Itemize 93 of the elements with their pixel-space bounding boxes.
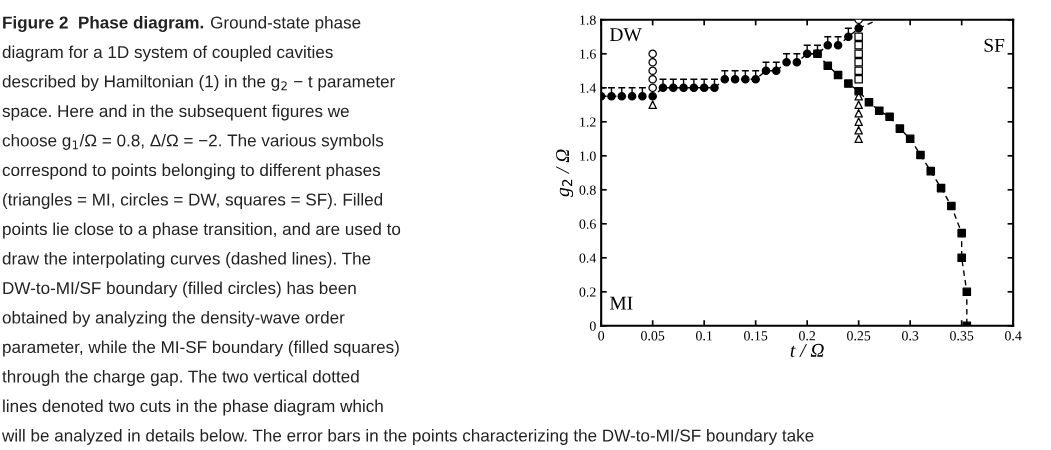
point [658,83,668,93]
point [833,41,843,50]
point [617,92,627,101]
point [926,166,936,176]
annotation: DW [609,28,642,42]
point [854,86,863,96]
text: points lie close to a phase transition, and are used to [3,222,401,239]
point [854,58,863,67]
text: correspond to points belonging to different phases [2,163,381,180]
text: will be analyzed in details below. The error bars in the points characterizing the DW-to-MI/SF boundary take [1,429,814,445]
text: Figure 2 Phase diagram. [3,16,204,32]
point [844,32,853,42]
y-tick-label: 1.0 [580,151,596,161]
point [699,83,709,93]
point [648,58,657,67]
point [751,75,760,84]
text: obtained by analyzing the density-wave order [2,311,345,327]
point [864,97,874,107]
point [885,112,894,121]
text: Ground-state phase [210,16,361,32]
point [761,66,771,76]
point [627,92,637,101]
point [648,75,657,84]
point [916,150,925,160]
point [895,124,905,133]
point [854,66,863,76]
text: described by Hamiltonian (1) in the g$_{2}$ − t parameter [2,74,395,91]
point [638,92,647,101]
point [854,100,863,110]
point [802,49,812,59]
point [648,49,657,59]
point [679,83,688,93]
y-axis-title: g$_{2}$ / Ω [556,149,574,197]
text: DW-to-MI/SF boundary (filled circles) has been [3,281,356,298]
point [854,75,863,84]
annotation: MI [609,296,633,310]
x-tick-label: 0.4 [1005,331,1022,341]
point [689,83,699,93]
x-tick-label: 0.05 [641,331,665,341]
annotation: SF [984,38,1005,52]
point [710,83,719,93]
text: space. Here and in the subsequent figures we [2,104,349,121]
point [854,24,863,33]
point [957,228,966,238]
x-tick-label: 0.2 [799,331,816,341]
point [668,83,678,93]
y-tick-label: 1.4 [580,83,597,93]
y-tick-label: 1.6 [580,49,596,59]
point [947,201,956,211]
y-tick-label: 0.2 [579,287,596,297]
text: diagram for a 1D system of coupled cavities [2,45,333,62]
point [957,253,966,263]
point [607,92,616,101]
point [720,75,730,84]
y-tick-label: 0.8 [579,185,596,195]
x-tick-label: 0 [598,331,605,341]
text: lines denoted two cuts in the phase diagram which [3,399,383,416]
x-tick-label: 0.3 [902,331,919,341]
point [782,58,791,67]
point [648,100,657,110]
point [792,58,802,67]
point [854,41,863,50]
point [648,92,657,101]
point [648,66,657,76]
point [874,106,884,116]
text: (triangles = MI, circles = DW, squares = SF). Filled [3,193,383,209]
y-tick-label: 1.2 [580,117,596,127]
text: through the charge gap. The two vertical dotted [2,370,359,386]
x-tick-label: 0.1 [696,331,713,341]
text: choose g$_{1}$/Ω = 0.8, Δ/Ω = −2. The various symbols [2,133,384,150]
point [854,32,863,42]
point [854,134,863,144]
point [730,75,740,84]
y-tick-label: 0.4 [579,253,597,263]
y-tick-label: 0.6 [579,219,596,229]
point [854,49,863,59]
point [823,41,833,50]
x-tick-label: 0.25 [847,331,871,341]
y-tick-label: 0 [589,321,596,331]
text: draw the interpolating curves (dashed lines). The [2,252,371,268]
x-tick-label: 0.35 [950,331,974,341]
point [741,75,750,84]
point [771,66,781,76]
point [854,126,863,135]
point [854,109,863,118]
point [823,61,833,70]
point [844,79,853,88]
y-tick-label: 1.8 [580,15,596,25]
x-axis-title: t / Ω [790,343,824,357]
point [648,83,657,93]
x-tick-label: 0.15 [744,331,768,341]
text: parameter, while the MI-SF boundary (filled squares) [3,340,399,357]
point [854,117,863,127]
